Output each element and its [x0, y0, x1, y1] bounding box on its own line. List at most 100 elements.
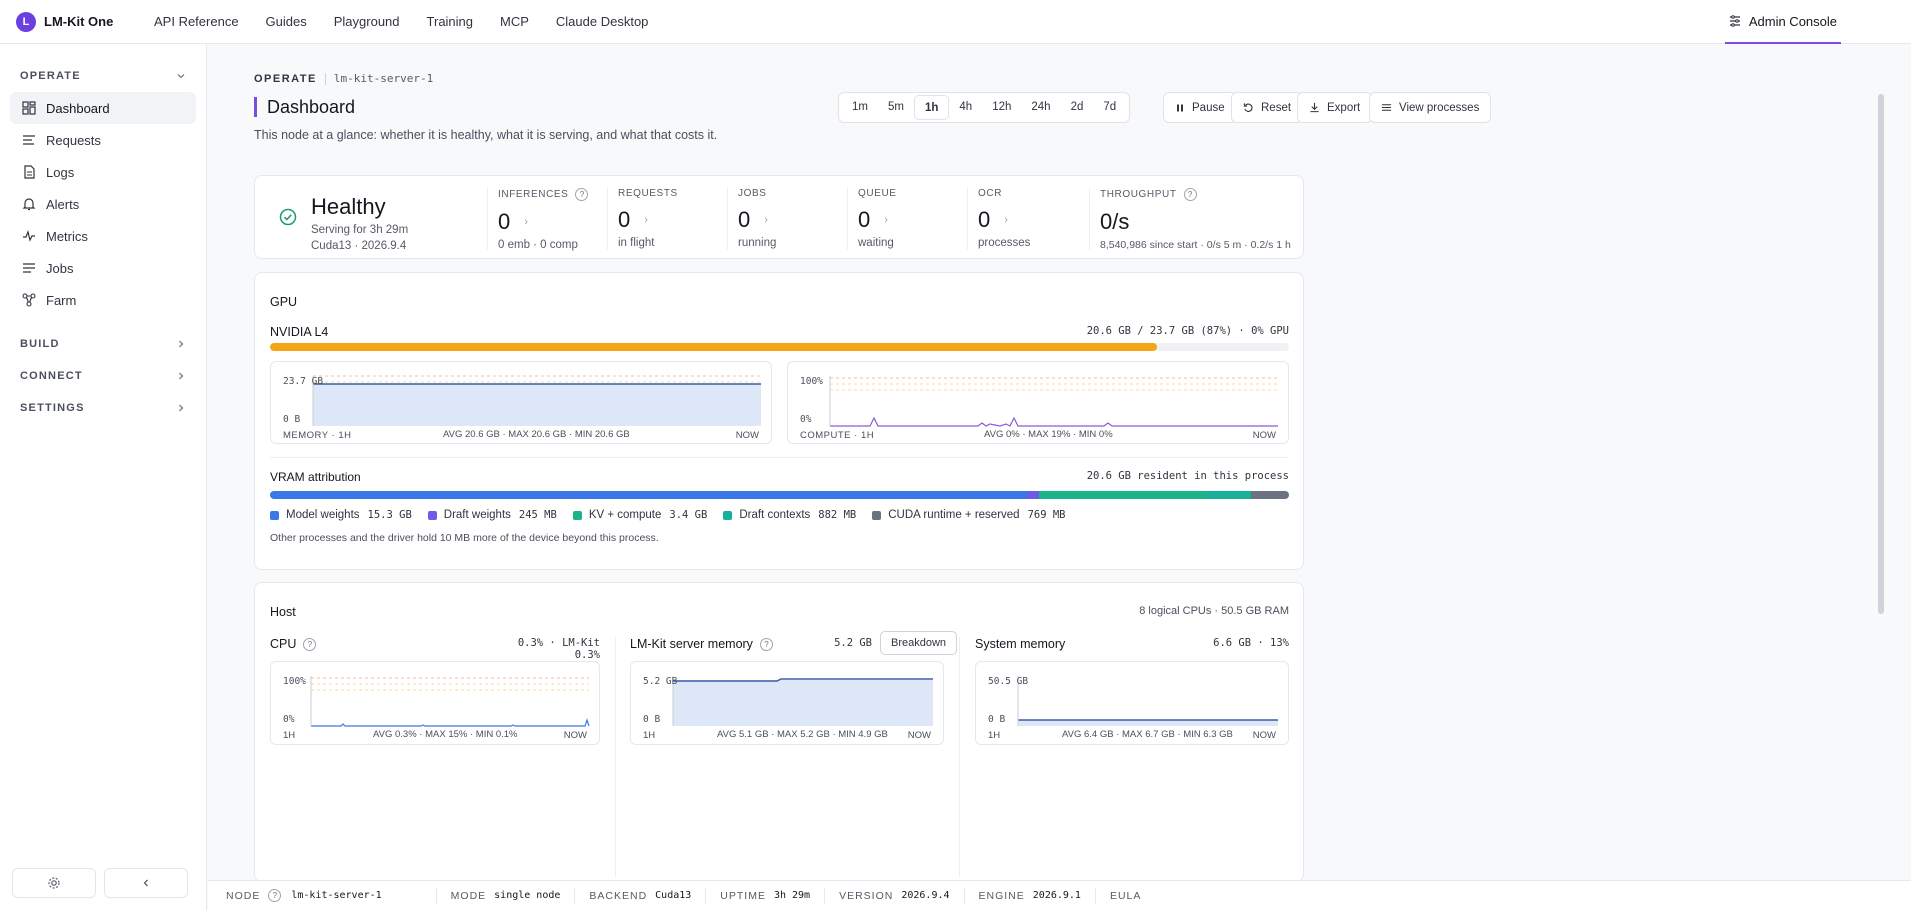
- sidebar-item-metrics[interactable]: Metrics: [10, 220, 196, 252]
- reset-button[interactable]: Reset: [1231, 92, 1304, 123]
- range-7d[interactable]: 7d: [1103, 101, 1117, 113]
- kpi-value: 0: [978, 207, 991, 232]
- sidebar-item-label: Requests: [46, 132, 101, 148]
- range-1h[interactable]: 1h: [913, 95, 950, 120]
- kpi-label: INFERENCES: [498, 189, 569, 200]
- admin-console-tab[interactable]: Admin Console: [1724, 0, 1841, 44]
- range-4h[interactable]: 4h: [959, 101, 973, 113]
- legend-item: Model weights 15.3 GB: [270, 509, 412, 521]
- kpi-jobs[interactable]: JOBS 0 › running: [727, 188, 847, 250]
- range-1m[interactable]: 1m: [852, 101, 868, 113]
- scrollbar[interactable]: [1878, 94, 1884, 614]
- chart-top-label: 5.2 GB: [643, 676, 678, 687]
- pulse-icon: [23, 230, 35, 242]
- pause-button[interactable]: Pause: [1163, 92, 1237, 123]
- nav-guides[interactable]: Guides: [265, 14, 307, 29]
- export-label: Export: [1327, 101, 1361, 114]
- chart-stats: AVG 0.3% · MAX 15% · MIN 0.1%: [373, 729, 518, 740]
- brand[interactable]: L LM-Kit One: [16, 11, 154, 32]
- help-icon[interactable]: ?: [268, 889, 282, 902]
- export-button[interactable]: Export: [1297, 92, 1373, 123]
- kpi-sub: 0 emb · 0 comp: [498, 239, 578, 251]
- kpi-label: OCR: [978, 188, 1003, 199]
- sidebar-item-alerts[interactable]: Alerts: [10, 188, 196, 220]
- admin-console-label: Admin Console: [1748, 13, 1837, 29]
- legend-label: CUDA runtime + reserved: [888, 509, 1020, 521]
- range-12h[interactable]: 12h: [992, 101, 1012, 113]
- server-memory-chart: 5.2 GB 0 B 1H AVG 5.1 GB · MAX 5.2 GB · …: [630, 661, 944, 745]
- cpu-sparkline: [310, 676, 590, 727]
- footer-eula[interactable]: EULA: [1096, 888, 1163, 904]
- footer-value: single node: [494, 890, 561, 901]
- nav-training[interactable]: Training: [426, 14, 474, 29]
- chevron-right-icon: [179, 340, 184, 348]
- sidebar-section-connect[interactable]: CONNECT: [0, 360, 206, 392]
- chevron-right-icon: ›: [524, 216, 528, 228]
- sidebar-item-logs[interactable]: Logs: [10, 156, 196, 188]
- gpu-card: GPU NVIDIA L4 20.6 GB / 23.7 GB (87%) · …: [254, 272, 1304, 570]
- breakdown-button[interactable]: Breakdown: [880, 631, 958, 655]
- chevron-right-icon: ›: [1004, 214, 1008, 226]
- sidebar-item-jobs[interactable]: Jobs: [10, 252, 196, 284]
- sidebar-item-label: Dashboard: [46, 100, 110, 116]
- breadcrumb-section[interactable]: OPERATE: [254, 72, 317, 85]
- nav-claude-desktop[interactable]: Claude Desktop: [555, 14, 649, 29]
- kpi-requests[interactable]: REQUESTS 0 › in flight: [607, 188, 727, 250]
- footer-key: ENGINE: [978, 889, 1025, 902]
- nav-api-reference[interactable]: API Reference: [154, 14, 239, 29]
- sidebar-section-operate[interactable]: OPERATE: [0, 60, 206, 92]
- legend-label: Model weights: [286, 509, 360, 521]
- legend-swatch: [572, 510, 582, 520]
- range-2d[interactable]: 2d: [1070, 101, 1084, 113]
- top-navbar: L LM-Kit One API Reference Guides Playgr…: [0, 0, 1911, 44]
- range-24h[interactable]: 24h: [1031, 101, 1051, 113]
- chart-bottom-label: 0 B: [988, 714, 1006, 725]
- system-memory-sparkline: [1017, 676, 1278, 726]
- legend-value: 882 MB: [818, 509, 857, 521]
- chart-now: NOW: [907, 730, 931, 741]
- gpu-memory-bar: [270, 343, 1289, 351]
- nav-playground[interactable]: Playground: [333, 14, 400, 29]
- kpi-value: 0: [738, 207, 751, 232]
- divider: [270, 457, 1289, 458]
- chart-now: NOW: [1252, 430, 1276, 441]
- legend-swatch: [270, 510, 279, 520]
- chart-top-label: 23.7 GB: [283, 376, 324, 387]
- view-processes-button[interactable]: View processes: [1369, 92, 1492, 123]
- sidebar-item-farm[interactable]: Farm: [10, 284, 196, 316]
- kpi-value: 0/s: [1100, 209, 1130, 234]
- sidebar-section-build[interactable]: BUILD: [0, 328, 206, 360]
- kpi-ocr[interactable]: OCR 0 › processes: [967, 188, 1087, 250]
- chevron-right-icon: ›: [764, 214, 768, 226]
- nav-mcp[interactable]: MCP: [500, 14, 529, 29]
- sidebar-section-settings[interactable]: SETTINGS: [0, 392, 206, 424]
- kpi-queue[interactable]: QUEUE 0 › waiting: [847, 188, 967, 250]
- help-icon[interactable]: ?: [1183, 188, 1197, 201]
- gpu-name: NVIDIA L4: [270, 325, 329, 339]
- legend-value: 245 MB: [518, 509, 557, 521]
- sidebar-item-requests[interactable]: Requests: [10, 124, 196, 156]
- legend-value: 3.4 GB: [669, 509, 708, 521]
- chart-stats: AVG 20.6 GB · MAX 20.6 GB · MIN 20.6 GB: [443, 429, 630, 440]
- kpi-sub: processes: [978, 237, 1031, 249]
- footer-uptime: UPTIME 3h 29m: [706, 887, 826, 904]
- chart-caption: 1H: [643, 730, 656, 741]
- legend-swatch: [872, 510, 882, 520]
- collapse-sidebar-button[interactable]: [104, 868, 188, 898]
- page-title: Dashboard: [254, 97, 355, 117]
- help-icon[interactable]: ?: [759, 637, 773, 651]
- health-status: Healthy: [311, 194, 386, 219]
- host-summary: 8 logical CPUs · 50.5 GB RAM: [1139, 605, 1289, 617]
- sidebar-item-dashboard[interactable]: Dashboard: [10, 92, 196, 124]
- pause-label: Pause: [1192, 101, 1225, 114]
- system-memory-value: 6.6 GB · 13%: [1213, 637, 1289, 649]
- page-subtitle: This node at a glance: whether it is hea…: [254, 128, 718, 142]
- range-5m[interactable]: 5m: [887, 101, 904, 113]
- kpi-inferences[interactable]: INFERENCES? 0 › 0 emb · 0 comp: [487, 188, 607, 251]
- kpi-sub: running: [738, 237, 777, 249]
- settings-button[interactable]: [12, 868, 96, 898]
- help-icon[interactable]: ?: [303, 637, 317, 651]
- help-icon[interactable]: ?: [575, 188, 589, 201]
- server-memory-value: 5.2 GB: [834, 637, 872, 649]
- kpi-label: QUEUE: [858, 188, 897, 199]
